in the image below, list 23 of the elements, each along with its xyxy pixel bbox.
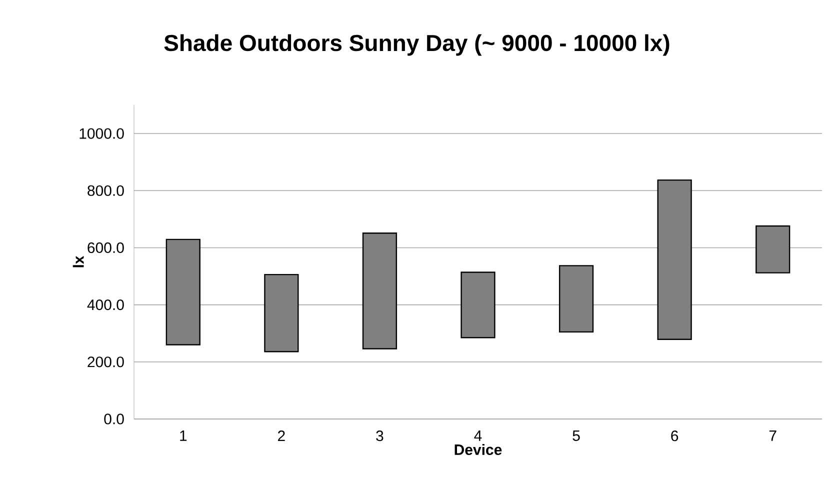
bar bbox=[166, 238, 200, 346]
bar bbox=[756, 225, 790, 274]
chart-title: Shade Outdoors Sunny Day (~ 9000 - 10000 lx) bbox=[164, 34, 670, 56]
y-tick-label: 0.0 bbox=[104, 414, 124, 424]
y-tick-label: 600.0 bbox=[88, 242, 124, 254]
x-tick-label: 3 bbox=[376, 430, 384, 442]
y-tick-label: 200.0 bbox=[88, 356, 124, 368]
x-tick-label: 6 bbox=[671, 430, 678, 442]
y-tick-label: 400.0 bbox=[87, 299, 124, 310]
x-axis-title: Device bbox=[454, 444, 502, 456]
x-tick-label: 2 bbox=[278, 430, 285, 441]
bar bbox=[362, 232, 398, 350]
x-tick-label: 5 bbox=[572, 430, 580, 441]
y-tick-label: 800.0 bbox=[88, 185, 124, 196]
y-axis-title: lx bbox=[72, 256, 84, 268]
y-tick-label: 1000.0 bbox=[80, 128, 124, 139]
bar bbox=[460, 272, 496, 338]
x-tick-label: 1 bbox=[180, 430, 187, 441]
x-tick-label: 4 bbox=[474, 430, 482, 441]
bar bbox=[657, 179, 692, 340]
bar bbox=[558, 265, 594, 333]
x-tick-label: 7 bbox=[769, 430, 776, 441]
bar bbox=[264, 274, 299, 352]
